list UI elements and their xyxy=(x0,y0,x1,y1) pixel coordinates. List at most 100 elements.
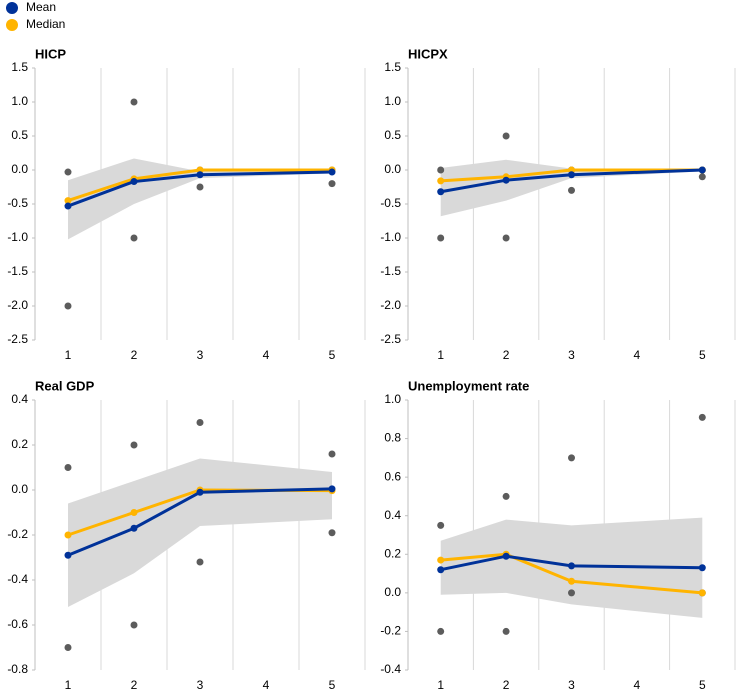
series-point xyxy=(328,485,336,493)
range-dot xyxy=(437,166,445,174)
range-dot xyxy=(568,589,575,597)
x-tick-label: 2 xyxy=(503,348,510,362)
x-tick-label: 4 xyxy=(634,678,641,692)
x-tick-label: 5 xyxy=(699,348,706,362)
series-line xyxy=(440,554,703,572)
x-tick-label: 4 xyxy=(263,348,270,362)
series-point xyxy=(437,566,445,574)
y-tick-label: 0.6 xyxy=(384,469,401,483)
chart-title: Unemployment rate xyxy=(408,378,529,393)
series-point xyxy=(437,556,445,564)
y-tick-label: -2.0 xyxy=(380,298,401,312)
range-dot xyxy=(568,454,575,462)
range-dot xyxy=(64,464,72,471)
y-tick-label: 0.2 xyxy=(384,546,401,560)
range-dot xyxy=(64,168,72,176)
y-tick-label: -1.0 xyxy=(7,230,28,244)
legend-marker xyxy=(6,2,18,14)
range-dot xyxy=(328,529,336,537)
y-tick-label: -0.6 xyxy=(7,617,28,631)
chart-title: Real GDP xyxy=(35,378,95,393)
x-tick-label: 3 xyxy=(568,678,575,692)
series-point xyxy=(502,176,510,184)
y-tick-label: -0.8 xyxy=(7,662,28,676)
range-dot xyxy=(437,234,445,242)
x-tick-label: 3 xyxy=(197,348,204,362)
y-tick-label: 0.0 xyxy=(11,162,28,176)
x-tick-label: 3 xyxy=(197,678,204,692)
range-dot xyxy=(437,521,445,529)
legend-label: Mean xyxy=(26,0,56,14)
series-line xyxy=(440,168,703,194)
range-dot xyxy=(502,234,510,242)
series-point xyxy=(437,188,445,196)
series-point xyxy=(502,552,510,560)
range-dot xyxy=(130,621,138,629)
x-tick-label: 2 xyxy=(131,348,138,362)
series-point xyxy=(64,551,72,559)
range-dot xyxy=(502,492,510,500)
series-point xyxy=(328,168,336,176)
series-point xyxy=(64,202,72,210)
x-tick-label: 2 xyxy=(503,678,510,692)
x-tick-label: 1 xyxy=(437,348,444,362)
range-band xyxy=(68,458,332,607)
y-tick-label: 1.5 xyxy=(384,60,401,74)
y-tick-label: -0.2 xyxy=(380,624,401,638)
series-point xyxy=(568,562,575,570)
y-tick-label: -1.5 xyxy=(380,264,401,278)
y-tick-label: 0.5 xyxy=(384,128,401,142)
range-dot xyxy=(130,441,138,449)
y-tick-label: -0.2 xyxy=(7,527,28,541)
series-line xyxy=(67,487,333,557)
y-tick-label: -2.0 xyxy=(7,298,28,312)
range-dot xyxy=(698,413,706,421)
range-dot xyxy=(328,450,336,458)
x-tick-label: 3 xyxy=(568,348,575,362)
range-dot xyxy=(196,419,204,426)
series-point xyxy=(437,177,445,185)
x-tick-label: 4 xyxy=(634,348,641,362)
chart-title: HICPX xyxy=(408,46,448,61)
series-point xyxy=(568,171,575,179)
y-tick-label: 0.5 xyxy=(11,128,28,142)
y-tick-label: -0.4 xyxy=(380,662,401,676)
y-tick-label: 0.0 xyxy=(384,162,401,176)
x-tick-label: 5 xyxy=(329,348,336,362)
x-tick-label: 4 xyxy=(263,678,270,692)
series-point xyxy=(130,524,138,532)
range-dot xyxy=(130,234,138,242)
y-tick-label: 1.0 xyxy=(11,94,28,108)
y-tick-label: 0.0 xyxy=(384,585,401,599)
series-point xyxy=(130,509,138,516)
y-tick-label: 1.0 xyxy=(384,392,401,406)
range-dot xyxy=(64,644,72,651)
y-tick-label: -2.5 xyxy=(380,332,401,346)
range-dot xyxy=(64,302,72,310)
y-tick-label: -0.4 xyxy=(7,572,28,586)
y-tick-label: 0.4 xyxy=(384,508,401,522)
range-dot xyxy=(437,627,445,635)
x-tick-label: 5 xyxy=(699,678,706,692)
y-tick-label: 0.0 xyxy=(11,482,28,496)
series-line xyxy=(440,552,703,595)
range-dot xyxy=(568,186,575,194)
legend-label: Median xyxy=(26,17,65,31)
range-dot xyxy=(196,558,204,566)
series-point xyxy=(698,166,706,174)
series-point xyxy=(130,178,138,186)
y-tick-label: 1.5 xyxy=(11,60,28,74)
y-tick-label: 0.8 xyxy=(384,431,401,445)
x-tick-label: 1 xyxy=(65,678,72,692)
series-point xyxy=(64,197,72,205)
range-dot xyxy=(196,183,204,191)
series-point xyxy=(64,531,72,539)
series-line xyxy=(440,168,703,183)
series-point xyxy=(698,589,706,597)
y-tick-label: -1.0 xyxy=(380,230,401,244)
x-tick-label: 2 xyxy=(131,678,138,692)
series-line xyxy=(67,170,333,208)
y-tick-label: -0.5 xyxy=(7,196,28,210)
y-tick-label: 0.4 xyxy=(11,392,28,406)
